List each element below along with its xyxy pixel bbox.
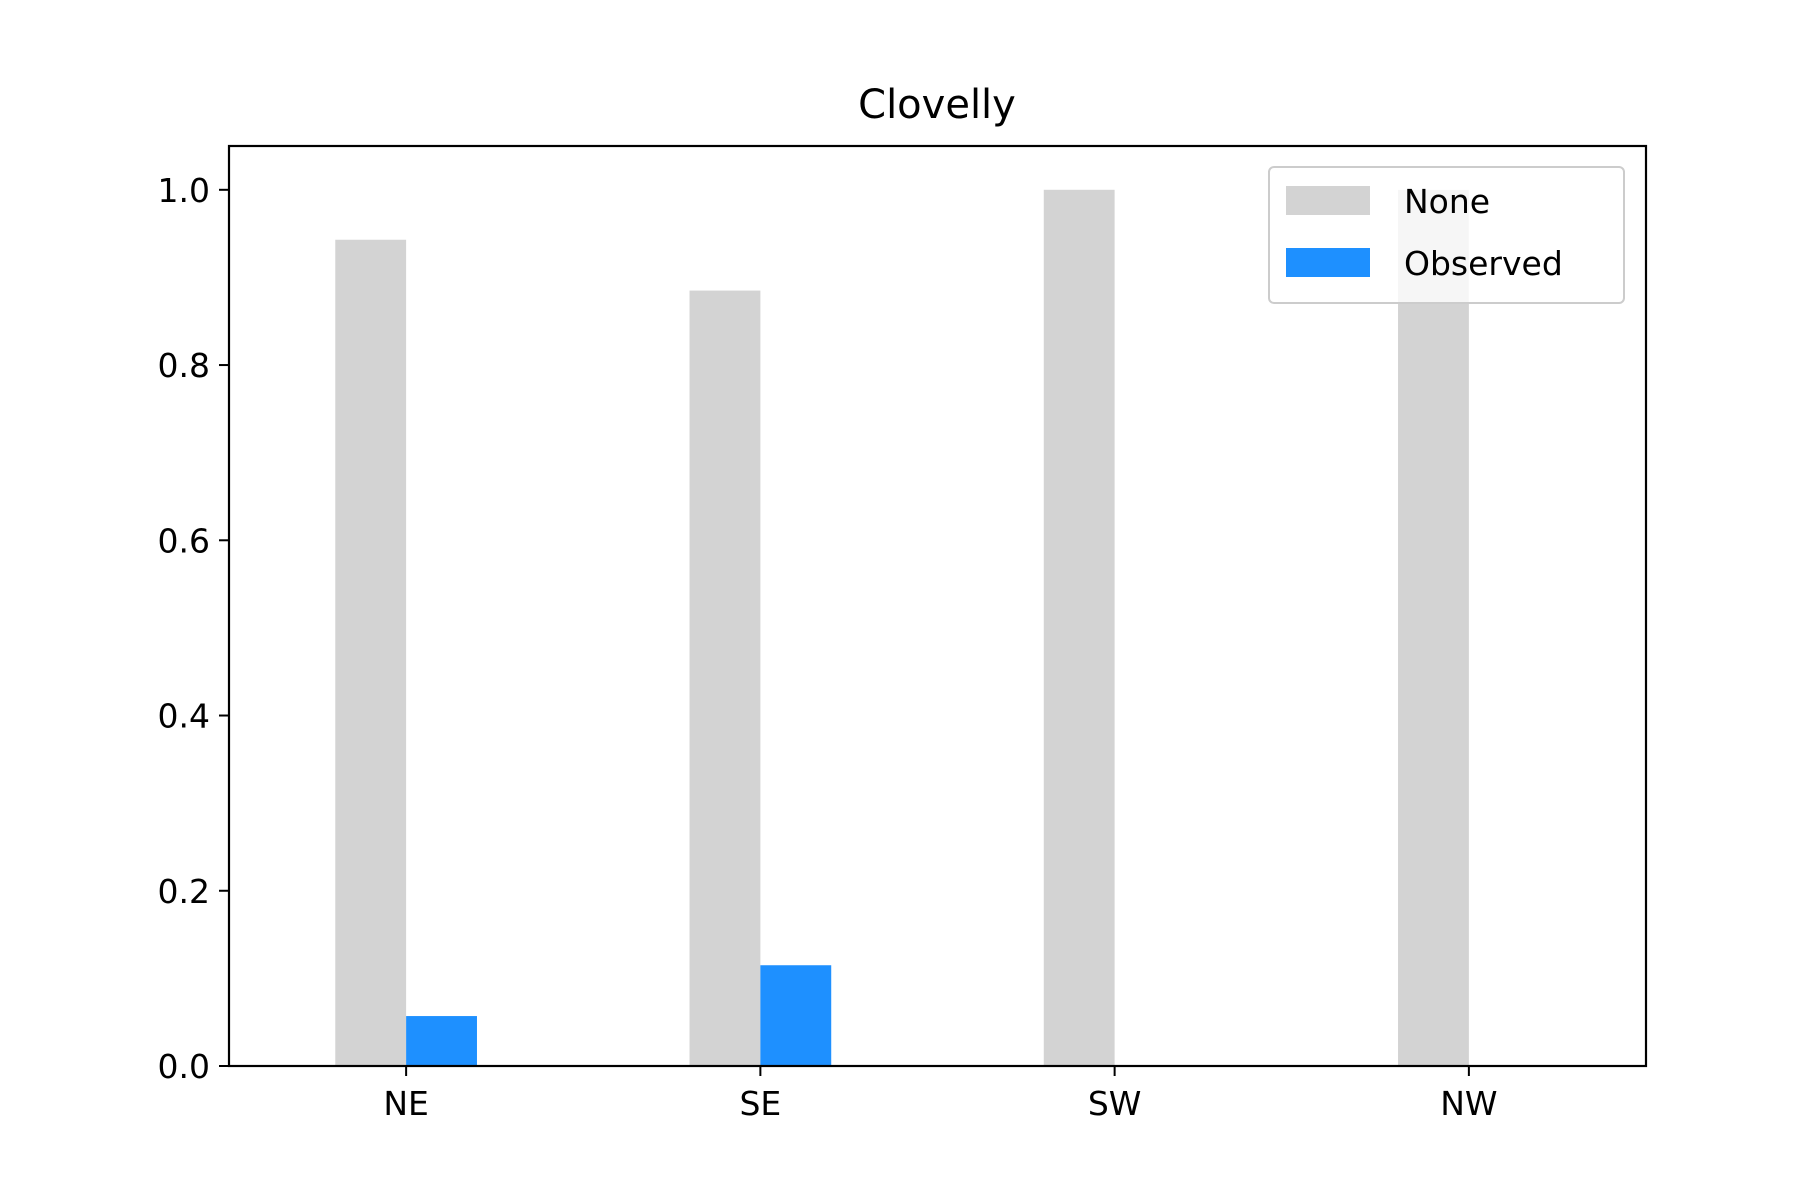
y-axis: 0.0 0.2 0.4 0.6 0.8 1.0 (158, 171, 229, 1086)
legend-swatch-none (1286, 186, 1370, 215)
legend-label-none: None (1404, 182, 1490, 221)
bar-observed-ne (406, 1016, 477, 1066)
bars-layer (335, 189, 1469, 1067)
x-tick-label-sw: SW (1088, 1084, 1142, 1123)
bar-none-sw (1043, 189, 1115, 1067)
plot-frame (227, 144, 1648, 1068)
legend-label-observed: Observed (1404, 244, 1563, 283)
x-tick-label-ne: NE (383, 1084, 429, 1123)
y-tick-label: 1.0 (158, 171, 210, 210)
legend: None Observed (1268, 166, 1625, 304)
x-tick-label-se: SE (739, 1084, 781, 1123)
x-axis: NE SE SW NW (383, 1066, 1498, 1123)
chart-title: Clovelly (858, 82, 1016, 128)
y-tick-label: 0.2 (158, 872, 210, 911)
y-tick-label: 0.0 (158, 1047, 210, 1086)
y-tick-label: 0.6 (158, 521, 210, 560)
x-tick-label-nw: NW (1440, 1084, 1497, 1123)
bar-observed-se (760, 965, 832, 1066)
bar-none-ne (335, 239, 407, 1066)
bar-none-nw (1398, 189, 1469, 1067)
y-tick-label: 0.4 (158, 697, 210, 736)
legend-swatch-observed (1286, 248, 1370, 277)
y-tick-label: 0.8 (158, 346, 210, 385)
bar-none-se (689, 290, 761, 1067)
